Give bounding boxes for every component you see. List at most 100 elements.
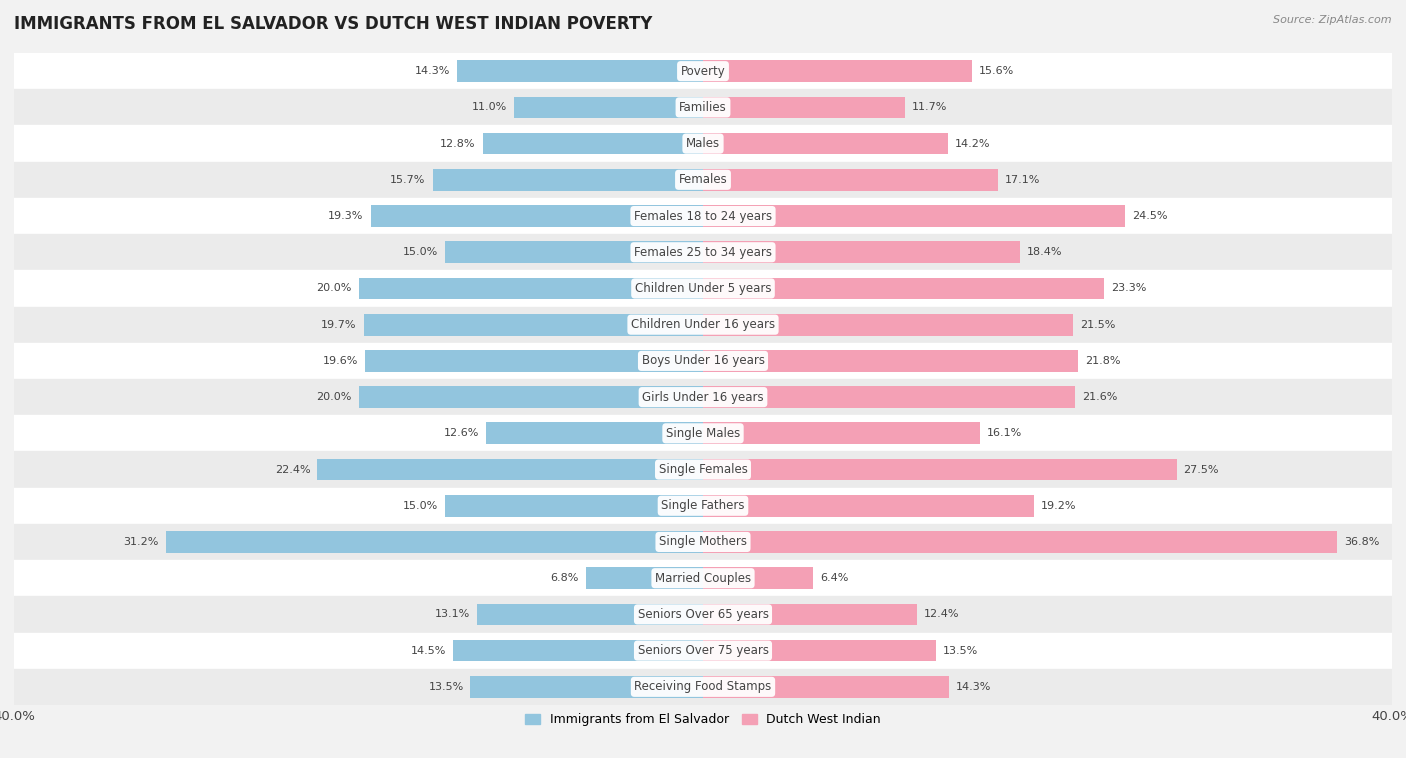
Text: 20.0%: 20.0%	[316, 283, 352, 293]
Bar	[703, 387, 1076, 408]
Bar	[457, 61, 703, 82]
Text: 19.3%: 19.3%	[329, 211, 364, 221]
Bar	[0, 234, 1406, 271]
Bar	[0, 560, 1406, 597]
Bar	[703, 96, 904, 118]
Text: 36.8%: 36.8%	[1344, 537, 1379, 547]
Text: 21.6%: 21.6%	[1083, 392, 1118, 402]
Text: 6.8%: 6.8%	[551, 573, 579, 583]
Bar	[0, 343, 1406, 379]
Text: 17.1%: 17.1%	[1004, 175, 1040, 185]
Bar	[359, 277, 703, 299]
Bar	[0, 306, 1406, 343]
Bar	[318, 459, 703, 481]
Text: 19.7%: 19.7%	[322, 320, 357, 330]
Bar	[703, 205, 1125, 227]
Text: Single Fathers: Single Fathers	[661, 500, 745, 512]
Bar	[703, 314, 1073, 336]
Text: Females 18 to 24 years: Females 18 to 24 years	[634, 209, 772, 223]
Bar	[0, 198, 1406, 234]
Text: Boys Under 16 years: Boys Under 16 years	[641, 355, 765, 368]
Bar	[513, 96, 703, 118]
Text: 11.0%: 11.0%	[471, 102, 506, 112]
Text: Receiving Food Stamps: Receiving Food Stamps	[634, 681, 772, 694]
Bar	[703, 169, 997, 191]
Text: Seniors Over 75 years: Seniors Over 75 years	[637, 644, 769, 657]
Text: Males: Males	[686, 137, 720, 150]
Text: 15.0%: 15.0%	[402, 247, 437, 257]
Bar	[471, 676, 703, 697]
Bar	[0, 89, 1406, 126]
Text: IMMIGRANTS FROM EL SALVADOR VS DUTCH WEST INDIAN POVERTY: IMMIGRANTS FROM EL SALVADOR VS DUTCH WES…	[14, 15, 652, 33]
Text: 23.3%: 23.3%	[1111, 283, 1146, 293]
Text: Families: Families	[679, 101, 727, 114]
Text: 22.4%: 22.4%	[274, 465, 311, 475]
Bar	[0, 126, 1406, 161]
Text: 12.4%: 12.4%	[924, 609, 959, 619]
Text: 14.3%: 14.3%	[415, 66, 450, 76]
Text: 13.1%: 13.1%	[436, 609, 471, 619]
Text: Single Males: Single Males	[666, 427, 740, 440]
Text: 15.6%: 15.6%	[979, 66, 1014, 76]
Bar	[703, 567, 813, 589]
Bar	[0, 379, 1406, 415]
Text: Single Females: Single Females	[658, 463, 748, 476]
Bar	[703, 133, 948, 155]
Bar	[366, 350, 703, 371]
Bar	[703, 350, 1078, 371]
Text: 16.1%: 16.1%	[987, 428, 1022, 438]
Bar	[453, 640, 703, 662]
Text: 6.4%: 6.4%	[820, 573, 848, 583]
Text: Poverty: Poverty	[681, 64, 725, 77]
Text: 12.8%: 12.8%	[440, 139, 475, 149]
Text: 19.2%: 19.2%	[1040, 501, 1076, 511]
Bar	[0, 487, 1406, 524]
Bar	[703, 531, 1337, 553]
Bar	[364, 314, 703, 336]
Bar	[444, 495, 703, 517]
Text: Children Under 5 years: Children Under 5 years	[634, 282, 772, 295]
Bar	[703, 422, 980, 444]
Bar	[586, 567, 703, 589]
Bar	[482, 133, 703, 155]
Bar	[0, 597, 1406, 632]
Bar	[703, 676, 949, 697]
Text: 14.3%: 14.3%	[956, 682, 991, 692]
Text: 31.2%: 31.2%	[124, 537, 159, 547]
Bar	[703, 459, 1177, 481]
Bar	[703, 277, 1104, 299]
Text: Females 25 to 34 years: Females 25 to 34 years	[634, 246, 772, 258]
Bar	[478, 603, 703, 625]
Bar	[703, 603, 917, 625]
Bar	[433, 169, 703, 191]
Bar	[0, 53, 1406, 89]
Bar	[0, 452, 1406, 487]
Bar	[0, 161, 1406, 198]
Text: Girls Under 16 years: Girls Under 16 years	[643, 390, 763, 403]
Text: Single Mothers: Single Mothers	[659, 535, 747, 549]
Text: 20.0%: 20.0%	[316, 392, 352, 402]
Bar	[0, 415, 1406, 452]
Text: Children Under 16 years: Children Under 16 years	[631, 318, 775, 331]
Bar	[359, 387, 703, 408]
Text: 21.8%: 21.8%	[1085, 356, 1121, 366]
Text: 18.4%: 18.4%	[1026, 247, 1063, 257]
Text: 13.5%: 13.5%	[942, 646, 977, 656]
Text: Seniors Over 65 years: Seniors Over 65 years	[637, 608, 769, 621]
Text: Females: Females	[679, 174, 727, 186]
Bar	[486, 422, 703, 444]
Bar	[0, 271, 1406, 306]
Legend: Immigrants from El Salvador, Dutch West Indian: Immigrants from El Salvador, Dutch West …	[520, 708, 886, 731]
Bar	[0, 524, 1406, 560]
Bar	[703, 640, 935, 662]
Bar	[0, 632, 1406, 669]
Text: 13.5%: 13.5%	[429, 682, 464, 692]
Text: 24.5%: 24.5%	[1132, 211, 1167, 221]
Text: 19.6%: 19.6%	[323, 356, 359, 366]
Bar	[444, 241, 703, 263]
Text: 15.7%: 15.7%	[391, 175, 426, 185]
Text: Married Couples: Married Couples	[655, 572, 751, 584]
Text: 14.5%: 14.5%	[411, 646, 446, 656]
Bar	[0, 669, 1406, 705]
Text: 15.0%: 15.0%	[402, 501, 437, 511]
